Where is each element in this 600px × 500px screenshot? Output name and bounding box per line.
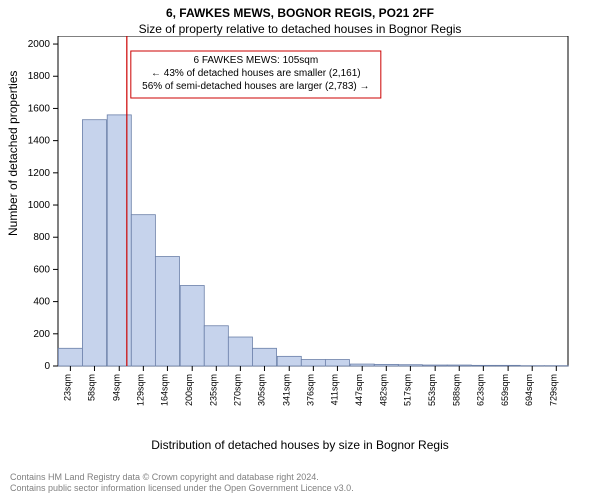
svg-text:341sqm: 341sqm (281, 374, 291, 406)
histogram-chart: 0 200 400 600 800 1000 1200 1400 1600 1800 2000 23s… (0, 36, 600, 436)
histogram-bar (228, 337, 252, 366)
svg-text:694sqm: 694sqm (524, 374, 534, 406)
callout-line: ← 43% of detached houses are smaller (2,… (151, 68, 361, 79)
svg-text:376sqm: 376sqm (305, 374, 315, 406)
svg-text:2000: 2000 (28, 39, 51, 50)
histogram-bar (301, 360, 325, 366)
svg-text:23sqm: 23sqm (62, 374, 72, 401)
histogram-bar (471, 365, 495, 366)
histogram-bar (204, 326, 228, 366)
callout-line: 56% of semi-detached houses are larger (… (142, 81, 369, 92)
svg-text:600: 600 (33, 264, 50, 275)
page-supertitle: 6, FAWKES MEWS, BOGNOR REGIS, PO21 2FF (0, 6, 600, 20)
chart-container: Number of detached properties 0 200 400 600… (0, 36, 600, 452)
svg-text:200sqm: 200sqm (184, 374, 194, 406)
histogram-bar (58, 348, 82, 366)
svg-text:447sqm: 447sqm (354, 374, 364, 406)
svg-text:729sqm: 729sqm (548, 374, 558, 406)
histogram-bar (107, 115, 131, 366)
svg-text:200: 200 (33, 329, 50, 340)
svg-text:1600: 1600 (28, 103, 51, 114)
svg-text:553sqm: 553sqm (427, 374, 437, 406)
callout-line: 6 FAWKES MEWS: 105sqm (193, 55, 318, 66)
svg-text:58sqm: 58sqm (86, 374, 96, 401)
histogram-bar (155, 257, 179, 366)
svg-text:411sqm: 411sqm (329, 374, 339, 405)
footer-attribution: Contains HM Land Registry data © Crown c… (10, 472, 354, 495)
histogram-bar (447, 365, 471, 366)
histogram-bar (350, 364, 374, 366)
footer-line-2: Contains public sector information licen… (10, 483, 354, 494)
page-subtitle: Size of property relative to detached ho… (0, 22, 600, 36)
footer-line-1: Contains HM Land Registry data © Crown c… (10, 472, 354, 483)
svg-text:400: 400 (33, 297, 50, 308)
svg-text:1000: 1000 (28, 200, 51, 211)
svg-text:305sqm: 305sqm (256, 374, 266, 406)
svg-text:270sqm: 270sqm (232, 374, 242, 406)
svg-text:0: 0 (44, 361, 50, 372)
histogram-bar (180, 286, 204, 366)
histogram-bar (252, 348, 276, 366)
histogram-bar (374, 364, 398, 366)
x-axis-label: Distribution of detached houses by size … (0, 438, 600, 452)
svg-text:94sqm: 94sqm (111, 374, 121, 401)
histogram-bar (82, 120, 106, 366)
histogram-bar (277, 356, 301, 366)
svg-text:1400: 1400 (28, 136, 51, 147)
histogram-bar (325, 360, 349, 366)
svg-text:623sqm: 623sqm (475, 374, 485, 406)
svg-text:129sqm: 129sqm (135, 374, 145, 406)
y-axis-label: Number of detached properties (6, 71, 20, 236)
svg-text:482sqm: 482sqm (378, 374, 388, 406)
svg-text:1800: 1800 (28, 71, 51, 82)
svg-text:800: 800 (33, 232, 50, 243)
histogram-bar (423, 365, 447, 366)
svg-text:517sqm: 517sqm (402, 374, 412, 406)
histogram-bar (398, 365, 422, 366)
svg-text:659sqm: 659sqm (500, 374, 510, 406)
histogram-bar (131, 215, 155, 366)
svg-text:235sqm: 235sqm (208, 374, 218, 406)
svg-text:588sqm: 588sqm (451, 374, 461, 406)
svg-text:1200: 1200 (28, 168, 51, 179)
svg-text:164sqm: 164sqm (159, 374, 169, 406)
histogram-bar (496, 365, 520, 366)
